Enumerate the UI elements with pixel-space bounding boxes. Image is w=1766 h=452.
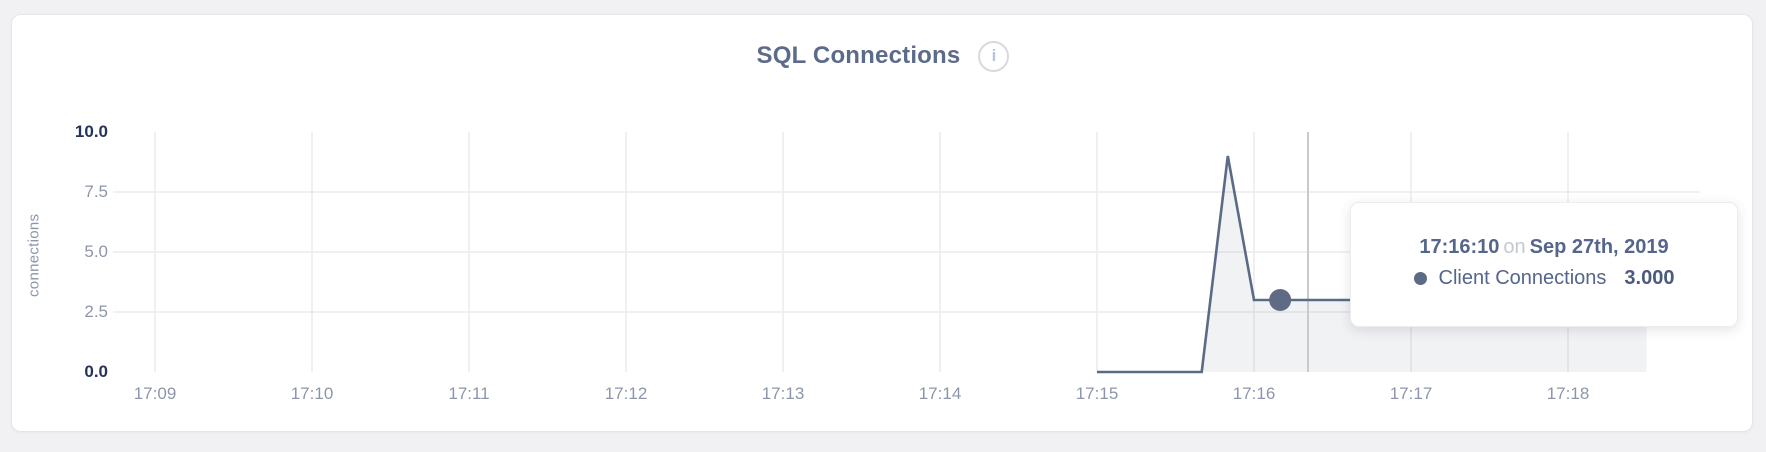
tooltip-preposition: on	[1503, 235, 1526, 258]
x-tick-label: 17:13	[761, 384, 805, 403]
y-tick-label: 10.0	[74, 122, 108, 141]
x-tick-label: 17:17	[1389, 384, 1433, 403]
y-tick-label: 7.5	[84, 182, 108, 201]
x-tick-label: 17:12	[604, 384, 648, 403]
hovered-point-marker[interactable]	[1269, 289, 1292, 311]
x-tick-label: 17:15	[1075, 384, 1119, 403]
x-tick-label: 17:10	[290, 384, 334, 403]
tooltip-series-row: Client Connections 3.000	[1413, 266, 1675, 290]
chart-header: SQL Connections i	[0, 36, 1766, 76]
tooltip-series-label: Client Connections	[1438, 266, 1607, 289]
tooltip-series-value: 3.000	[1624, 266, 1675, 289]
y-tick-label: 5.0	[84, 242, 108, 261]
y-tick-label: 0.0	[84, 362, 108, 381]
hover-tooltip: 17:16:10 on Sep 27th, 2019 Client Connecti…	[1350, 202, 1738, 327]
tooltip-timestamp: 17:16:10 on Sep 27th, 2019	[1419, 236, 1668, 259]
x-tick-label: 17:09	[133, 384, 177, 403]
tooltip-time: 17:16:10	[1419, 235, 1500, 258]
x-tick-label: 17:11	[448, 384, 490, 403]
y-tick-label: 2.5	[84, 302, 108, 321]
series-bullet-icon	[1413, 271, 1427, 285]
x-tick-label: 17:16	[1232, 384, 1276, 403]
info-icon[interactable]: i	[978, 40, 1010, 72]
x-tick-label: 17:18	[1546, 384, 1590, 403]
tooltip-date: Sep 27th, 2019	[1529, 235, 1669, 258]
x-tick-label: 17:14	[918, 384, 962, 403]
chart-title: SQL Connections	[756, 42, 961, 69]
